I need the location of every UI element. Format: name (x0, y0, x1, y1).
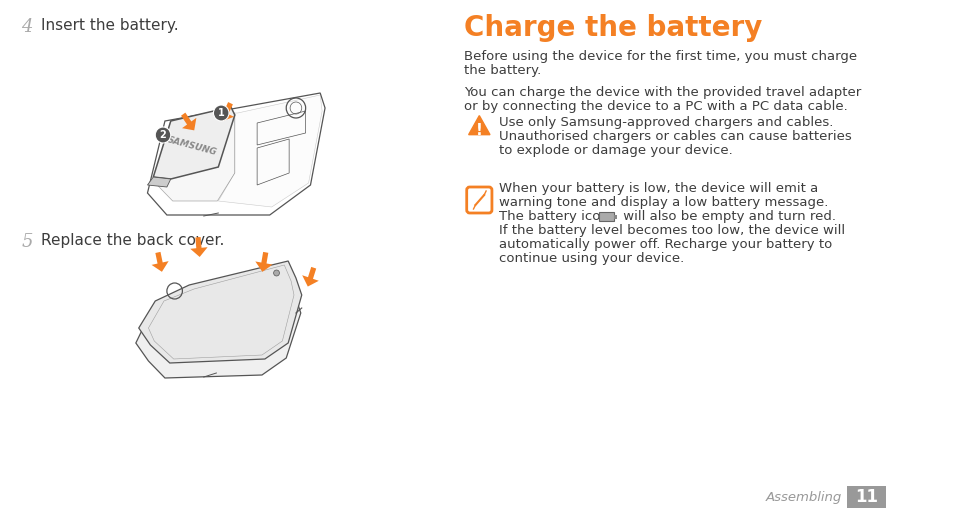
Polygon shape (138, 261, 301, 363)
Text: or by connecting the device to a PC with a PC data cable.: or by connecting the device to a PC with… (463, 100, 846, 113)
Text: Unauthorised chargers or cables can cause batteries: Unauthorised chargers or cables can caus… (498, 130, 851, 143)
Text: continue using your device.: continue using your device. (498, 252, 683, 265)
Text: 2: 2 (159, 130, 166, 140)
Text: Charge the battery: Charge the battery (463, 14, 761, 42)
Text: When your battery is low, the device will emit a: When your battery is low, the device wil… (498, 182, 817, 195)
Text: to explode or damage your device.: to explode or damage your device. (498, 144, 732, 157)
Polygon shape (135, 275, 300, 378)
Text: will also be empty and turn red.: will also be empty and turn red. (618, 210, 835, 223)
Polygon shape (468, 116, 490, 135)
Text: warning tone and display a low battery message.: warning tone and display a low battery m… (498, 196, 827, 209)
Polygon shape (302, 267, 318, 286)
Polygon shape (153, 107, 234, 179)
Text: Replace the back cover.: Replace the back cover. (41, 233, 224, 248)
Text: 1: 1 (217, 108, 224, 118)
Polygon shape (190, 237, 208, 257)
Text: Before using the device for the first time, you must charge: Before using the device for the first ti… (463, 50, 856, 63)
Text: Insert the battery.: Insert the battery. (41, 18, 178, 33)
Text: Use only Samsung-approved chargers and cables.: Use only Samsung-approved chargers and c… (498, 116, 832, 129)
Text: The battery icon: The battery icon (498, 210, 612, 223)
Circle shape (155, 127, 171, 143)
Circle shape (274, 270, 279, 276)
Text: SAMSUNG: SAMSUNG (166, 135, 217, 157)
Text: If the battery level becomes too low, the device will: If the battery level becomes too low, th… (498, 224, 844, 237)
Polygon shape (148, 177, 171, 187)
Bar (614, 214, 617, 219)
Polygon shape (218, 102, 233, 121)
Text: the battery.: the battery. (463, 64, 540, 77)
Text: You can charge the device with the provided travel adapter: You can charge the device with the provi… (463, 86, 861, 99)
Text: Assembling: Assembling (765, 492, 841, 505)
Circle shape (213, 105, 229, 121)
Polygon shape (152, 252, 169, 272)
Text: 5: 5 (21, 233, 32, 251)
FancyBboxPatch shape (846, 486, 885, 508)
Text: !: ! (476, 122, 482, 137)
Polygon shape (157, 113, 234, 201)
Text: 4: 4 (21, 18, 32, 36)
Polygon shape (181, 112, 196, 131)
Polygon shape (148, 93, 325, 215)
FancyBboxPatch shape (598, 212, 614, 221)
Polygon shape (218, 95, 322, 207)
Polygon shape (255, 252, 273, 272)
FancyBboxPatch shape (466, 187, 492, 213)
Text: automatically power off. Recharge your battery to: automatically power off. Recharge your b… (498, 238, 831, 251)
Text: 11: 11 (854, 488, 877, 506)
